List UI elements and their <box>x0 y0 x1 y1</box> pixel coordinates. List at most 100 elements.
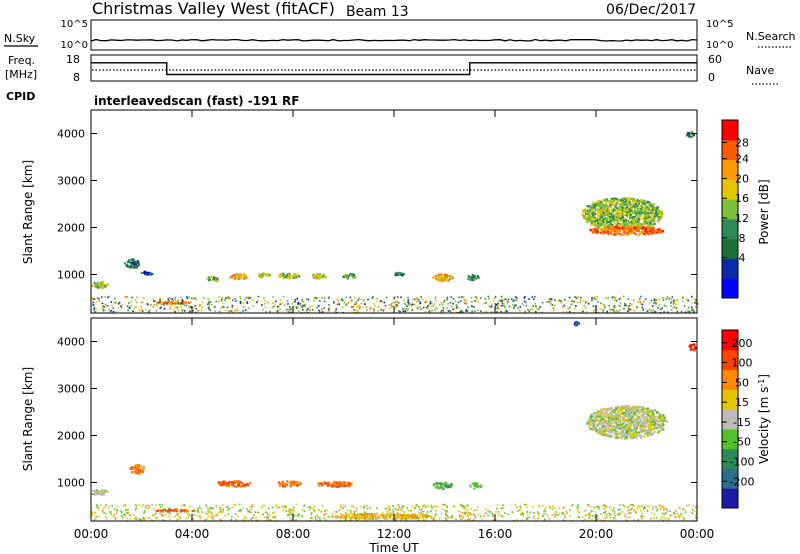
data-cell <box>587 215 590 217</box>
data-cell <box>148 506 151 509</box>
data-cell <box>623 513 626 515</box>
data-cell <box>292 481 295 484</box>
data-cell <box>219 481 222 484</box>
data-cell <box>358 297 360 299</box>
data-cell <box>673 306 676 308</box>
data-cell <box>328 296 330 299</box>
data-cell <box>628 422 631 425</box>
data-cell <box>659 229 662 231</box>
data-cell <box>216 279 219 281</box>
data-cell <box>625 430 628 432</box>
data-cell <box>618 419 620 422</box>
data-cell <box>93 306 96 308</box>
data-cell <box>412 513 415 516</box>
data-cell <box>656 423 659 426</box>
data-cell <box>528 298 530 300</box>
data-cell <box>408 517 411 520</box>
data-cell <box>212 276 215 279</box>
data-cell <box>591 231 594 234</box>
data-cell <box>430 504 433 507</box>
data-cell <box>243 519 245 521</box>
data-cell <box>631 226 634 229</box>
data-cell <box>369 515 372 518</box>
data-cell <box>627 429 630 432</box>
data-cell <box>682 519 684 521</box>
data-cell <box>438 277 440 280</box>
data-cell <box>277 481 280 484</box>
data-cell <box>619 508 622 511</box>
data-cell <box>137 264 140 267</box>
data-cell <box>156 304 158 307</box>
data-cell <box>591 421 594 424</box>
data-cell <box>139 470 141 473</box>
data-cell <box>520 506 522 509</box>
data-cell <box>650 208 652 210</box>
data-cell <box>626 210 629 213</box>
data-cell <box>131 261 134 264</box>
data-cell <box>134 299 137 301</box>
data-cell <box>369 507 372 509</box>
data-cell <box>653 231 656 234</box>
data-cell <box>500 295 503 298</box>
data-cell <box>624 408 627 411</box>
data-cell <box>377 310 380 312</box>
data-cell <box>635 420 638 423</box>
data-cell <box>608 220 611 223</box>
data-cell <box>569 306 571 308</box>
data-cell <box>595 429 598 432</box>
data-cell <box>613 306 616 309</box>
data-cell <box>340 480 343 483</box>
data-cell <box>179 510 182 513</box>
data-cell <box>355 301 358 304</box>
data-cell <box>618 427 621 430</box>
data-cell <box>454 300 457 303</box>
data-cell <box>398 508 400 511</box>
data-cell <box>612 233 615 236</box>
data-cell <box>128 302 130 304</box>
data-cell <box>349 509 352 512</box>
data-cell <box>592 222 595 225</box>
data-cell <box>619 233 622 236</box>
noise-left-tick-bottom: 10^0 <box>61 40 88 51</box>
data-cell <box>575 305 577 307</box>
data-cell <box>641 518 643 520</box>
data-cell <box>407 308 409 310</box>
data-cell <box>549 505 551 508</box>
data-cell <box>219 509 222 511</box>
data-cell <box>135 266 138 269</box>
data-cell <box>215 505 218 507</box>
data-cell <box>299 303 302 305</box>
data-cell <box>175 510 178 513</box>
data-cell <box>95 286 97 289</box>
data-cell <box>99 490 101 493</box>
data-cell <box>125 509 127 511</box>
data-cell <box>644 233 647 236</box>
data-cell <box>608 427 611 429</box>
data-cell <box>318 305 320 307</box>
data-cell <box>504 306 506 309</box>
data-cell <box>606 310 608 313</box>
data-cell <box>229 297 231 300</box>
data-cell <box>93 491 96 494</box>
data-cell <box>594 213 597 215</box>
data-cell <box>142 517 145 519</box>
data-cell <box>638 412 641 415</box>
data-cell <box>580 296 582 299</box>
data-cell <box>524 296 526 298</box>
data-cell <box>374 517 377 520</box>
data-cell <box>224 514 226 517</box>
data-cell <box>337 515 340 518</box>
data-cell <box>635 434 638 437</box>
data-cell <box>601 202 604 205</box>
data-cell <box>659 518 662 520</box>
data-cell <box>639 301 641 303</box>
data-cell <box>588 206 591 209</box>
data-cell <box>610 206 613 209</box>
data-cell <box>641 199 644 202</box>
data-cell <box>183 304 186 307</box>
data-cell <box>618 214 621 217</box>
y-tick-label: 1000 <box>57 268 85 281</box>
data-cell <box>344 505 346 508</box>
data-cell <box>266 273 269 276</box>
data-cell <box>606 219 608 222</box>
